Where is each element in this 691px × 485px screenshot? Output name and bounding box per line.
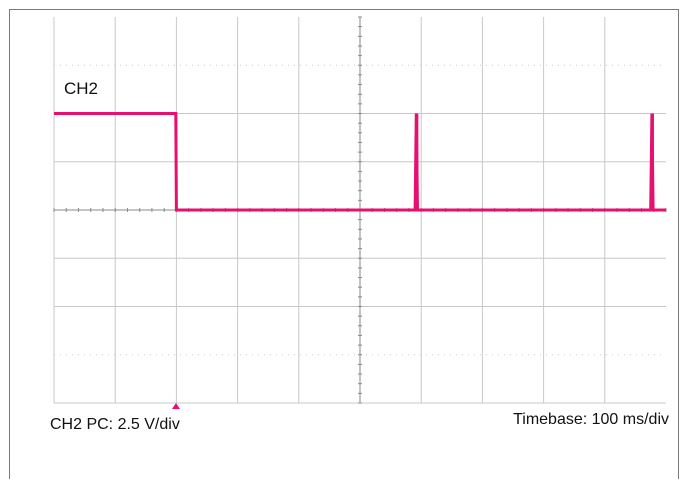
timebase-label: Timebase: 100 ms/div: [513, 411, 669, 428]
trigger-marker-icon: [172, 403, 181, 409]
plot-frame: [9, 9, 679, 479]
trace-layer: [54, 112, 666, 212]
channel-label: CH2: [62, 79, 101, 99]
channel-scale-label: CH2 PC: 2.5 V/div: [50, 416, 180, 433]
